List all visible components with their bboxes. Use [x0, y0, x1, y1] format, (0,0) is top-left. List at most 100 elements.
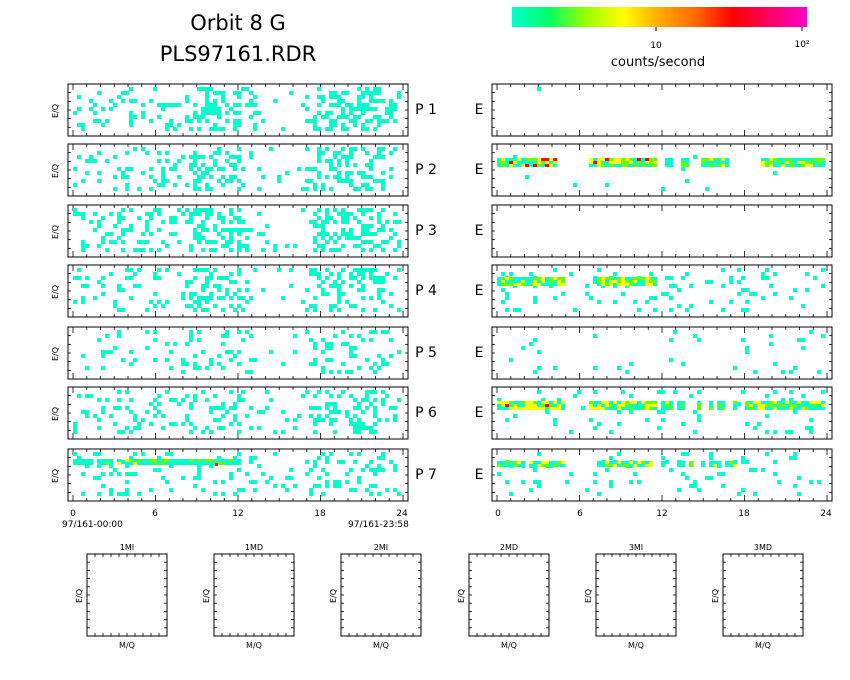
count-cell [225, 244, 229, 248]
count-cell [333, 430, 337, 434]
band-cell [553, 164, 557, 167]
band-cell [589, 158, 593, 161]
x-tick-left-24: 24 [396, 509, 408, 519]
band-cell [529, 280, 533, 283]
count-cell [217, 107, 221, 111]
count-cell [217, 167, 221, 171]
count-cell [161, 103, 165, 107]
count-cell [145, 330, 149, 334]
band-cell [513, 401, 517, 404]
count-cell [165, 151, 169, 155]
count-cell [113, 300, 117, 304]
count-cell [365, 187, 369, 191]
count-cell [637, 480, 641, 484]
count-cell [197, 187, 201, 191]
count-cell [209, 103, 213, 107]
count-cell [569, 430, 573, 434]
count-cell [349, 468, 353, 472]
count-cell [349, 346, 353, 350]
count-cell [281, 484, 285, 488]
count-cell [225, 240, 229, 244]
band-cell [521, 407, 525, 410]
count-cell [197, 175, 201, 179]
count-cell [117, 492, 121, 496]
count-cell [185, 99, 189, 103]
count-cell [317, 406, 321, 410]
count-cell [161, 183, 165, 187]
count-cell [193, 484, 197, 488]
count-cell [389, 338, 393, 342]
count-cell [137, 216, 141, 220]
count-cell [101, 484, 105, 488]
band-cell [509, 277, 513, 280]
count-cell [377, 464, 381, 468]
band-cell [193, 462, 197, 465]
count-cell [193, 300, 197, 304]
band-cell [645, 404, 649, 407]
count-cell [85, 366, 89, 370]
band-cell [633, 283, 637, 286]
count-cell [325, 127, 329, 131]
count-cell [217, 179, 221, 183]
count-cell [121, 175, 125, 179]
count-cell [373, 232, 377, 236]
band-cell [613, 277, 617, 280]
band-cell [689, 461, 693, 464]
band-cell [605, 407, 609, 410]
band-cell [609, 461, 613, 464]
count-cell [669, 468, 673, 472]
band-cell [717, 404, 721, 407]
count-cell [137, 284, 141, 288]
count-cell [505, 480, 509, 484]
count-cell [197, 366, 201, 370]
count-cell [341, 107, 345, 111]
band-cell [633, 158, 637, 161]
count-cell [325, 220, 329, 224]
band-cell [653, 407, 657, 410]
count-cell [337, 103, 341, 107]
mass-panel-xlabel: M/Q [119, 641, 135, 650]
count-cell [513, 414, 517, 418]
count-cell [593, 426, 597, 430]
band-cell [725, 461, 729, 464]
count-cell [329, 272, 333, 276]
count-cell [381, 280, 385, 284]
count-cell [237, 179, 241, 183]
band-cell [541, 280, 545, 283]
count-cell [309, 220, 313, 224]
band-cell [513, 280, 517, 283]
count-cell [185, 362, 189, 366]
count-cell [729, 300, 733, 304]
band-cell [73, 459, 77, 462]
count-cell [205, 308, 209, 312]
count-cell [241, 296, 245, 300]
band-cell [81, 459, 85, 462]
band-cell [789, 404, 793, 407]
band-cell [621, 404, 625, 407]
count-cell [697, 418, 701, 422]
count-cell [193, 232, 197, 236]
count-cell [129, 224, 133, 228]
count-cell [149, 216, 153, 220]
y-axis-label: E/Q [51, 407, 60, 421]
band-cell [181, 459, 185, 462]
count-cell [369, 159, 373, 163]
count-cell [181, 398, 185, 402]
band-cell [761, 407, 765, 410]
band-cell [549, 407, 553, 410]
count-cell [349, 488, 353, 492]
count-cell [309, 268, 313, 272]
band-cell [549, 277, 553, 280]
band-cell [649, 461, 653, 464]
count-cell [169, 103, 173, 107]
right-panel-7 [491, 448, 833, 502]
row-label-e3: E [475, 223, 484, 239]
count-cell [205, 280, 209, 284]
band-cell [73, 462, 77, 465]
band-cell [609, 280, 613, 283]
count-cell [245, 370, 249, 374]
mass-panel-title: 2MD [500, 543, 518, 552]
band-cell [529, 164, 533, 167]
count-cell [385, 418, 389, 422]
count-cell [749, 292, 753, 296]
